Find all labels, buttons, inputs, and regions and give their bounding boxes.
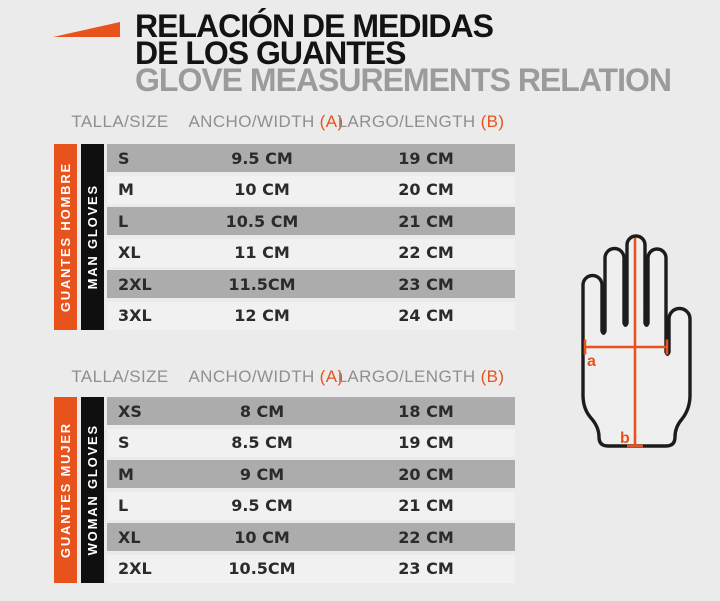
size-cell: XL (118, 527, 141, 547)
length-cell: 18 CM (398, 401, 454, 421)
width-label-text: ANCHO/WIDTH (188, 367, 315, 386)
column-length-label: LARGO/LENGTH (B) (338, 367, 504, 387)
measurement-lines (583, 238, 669, 448)
man-group-bar-english: MAN GLOVES (81, 144, 104, 330)
woman-group-label-en: WOMAN GLOVES (85, 424, 100, 556)
column-size-label: TALLA/SIZE (71, 112, 169, 131)
size-cell: XS (118, 401, 142, 421)
man-group-label-en: MAN GLOVES (85, 184, 100, 290)
length-cell: 20 CM (398, 180, 454, 200)
table-row: L 9.5 CM 21 CM (107, 491, 515, 520)
woman-group-label-es: GUANTES MUJER (58, 421, 73, 559)
width-a-label: a (587, 353, 596, 370)
size-cell: 3XL (118, 306, 152, 326)
table-row: M 10 CM 20 CM (107, 175, 515, 204)
length-b-label: b (620, 430, 630, 447)
length-cell: 19 CM (398, 433, 454, 453)
man-table-column-header: TALLA/SIZE ANCHO/WIDTH (A) LARGO/LENGTH … (54, 112, 515, 132)
width-cell: 10 CM (234, 527, 290, 547)
length-key-b: (B) (480, 367, 505, 386)
woman-group-bar-english: WOMAN GLOVES (81, 397, 104, 583)
width-cell: 12 CM (234, 306, 290, 326)
length-cell: 24 CM (398, 306, 454, 326)
length-cell: 23 CM (398, 274, 454, 294)
width-key-a: (A) (319, 112, 344, 131)
column-width-label: ANCHO/WIDTH (A) (186, 367, 346, 387)
size-cell: M (118, 180, 134, 200)
page-title-line2: DE LOS GUANTES (135, 35, 406, 71)
width-cell: 9.5 CM (231, 148, 293, 168)
size-cell: L (118, 211, 129, 231)
woman-table-column-header: TALLA/SIZE ANCHO/WIDTH (A) LARGO/LENGTH … (54, 367, 515, 387)
column-size-label: TALLA/SIZE (71, 367, 169, 386)
length-key-b: (B) (480, 112, 505, 131)
size-cell: M (118, 464, 134, 484)
width-cell: 11 CM (234, 243, 290, 263)
column-length-label: LARGO/LENGTH (B) (338, 112, 504, 132)
size-cell: S (118, 433, 130, 453)
length-cell: 21 CM (398, 211, 454, 231)
length-cell: 19 CM (398, 148, 454, 168)
size-cell: 2XL (118, 559, 152, 579)
table-row: 3XL 12 CM 24 CM (107, 301, 515, 330)
width-label-text: ANCHO/WIDTH (188, 112, 315, 131)
table-row: S 9.5 CM 19 CM (107, 144, 515, 172)
size-chart-man: GUANTES HOMBRE MAN GLOVES S 9.5 CM 19 CM… (54, 144, 515, 330)
table-row: 2XL 10.5CM 23 CM (107, 554, 515, 583)
length-label-text: LARGO/LENGTH (337, 112, 476, 131)
table-row: XS 8 CM 18 CM (107, 397, 515, 425)
table-row: 2XL 11.5CM 23 CM (107, 270, 515, 299)
size-cell: XL (118, 243, 141, 263)
width-cell: 8 CM (239, 401, 285, 421)
size-cell: 2XL (118, 274, 152, 294)
hand-outline-icon: a b (581, 234, 692, 448)
column-width-label: ANCHO/WIDTH (A) (186, 112, 346, 132)
length-label-text: LARGO/LENGTH (337, 367, 476, 386)
page-title-line1: RELACIÓN DE MEDIDAS (135, 8, 494, 44)
table-row: XL 11 CM 22 CM (107, 238, 515, 267)
length-cell: 22 CM (398, 527, 454, 547)
width-cell: 9 CM (239, 464, 285, 484)
table-row: S 8.5 CM 19 CM (107, 428, 515, 457)
width-cell: 11.5CM (228, 274, 296, 294)
table-row: XL 10 CM 22 CM (107, 523, 515, 552)
size-chart-woman: GUANTES MUJER WOMAN GLOVES XS 8 CM 18 CM… (54, 397, 515, 583)
man-group-label-es: GUANTES HOMBRE (58, 161, 73, 313)
width-key-a: (A) (319, 367, 344, 386)
page-subtitle: GLOVE MEASUREMENTS RELATION (135, 62, 672, 98)
length-cell: 22 CM (398, 243, 454, 263)
man-group-bar-spanish: GUANTES HOMBRE (54, 144, 77, 330)
width-cell: 10 CM (234, 180, 290, 200)
hand-measurement-diagram: a b (576, 227, 702, 461)
length-cell: 21 CM (398, 496, 454, 516)
man-table-rows: S 9.5 CM 19 CM M 10 CM 20 CM L 10.5 CM 2… (107, 144, 515, 330)
width-cell: 10.5 CM (225, 211, 299, 231)
width-cell: 10.5CM (228, 559, 296, 579)
brand-triangle-logo (53, 22, 120, 37)
length-cell: 23 CM (398, 559, 454, 579)
width-cell: 9.5 CM (231, 496, 293, 516)
size-cell: L (118, 496, 129, 516)
table-row: L 10.5 CM 21 CM (107, 207, 515, 236)
width-cell: 8.5 CM (231, 433, 293, 453)
table-row: M 9 CM 20 CM (107, 460, 515, 489)
size-cell: S (118, 148, 130, 168)
woman-group-bar-spanish: GUANTES MUJER (54, 397, 77, 583)
woman-table-rows: XS 8 CM 18 CM S 8.5 CM 19 CM M 9 CM 20 C… (107, 397, 515, 583)
length-cell: 20 CM (398, 464, 454, 484)
